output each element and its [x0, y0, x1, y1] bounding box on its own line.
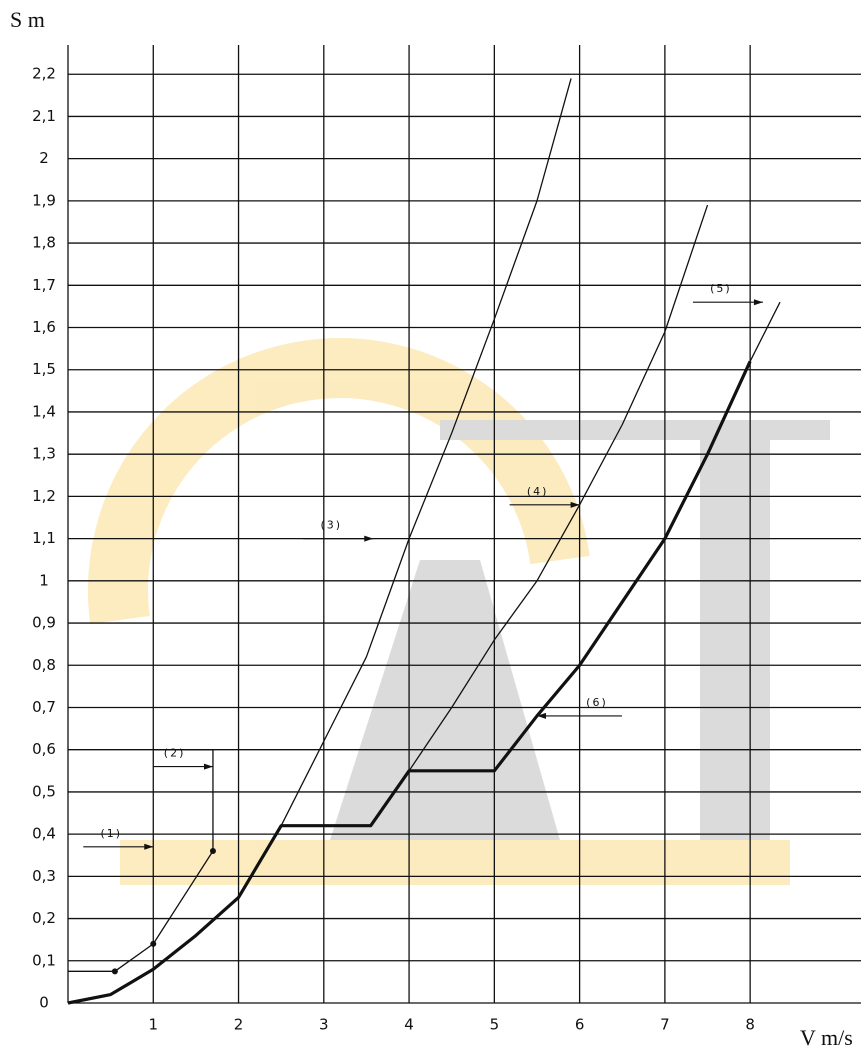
- annotation-label: (2): [164, 747, 186, 760]
- watermark-band: [120, 840, 790, 885]
- y-tick-label: 0: [39, 994, 49, 1012]
- line-series: [153, 749, 214, 852]
- y-tick-label: 1,2: [32, 487, 56, 505]
- y-tick-label: 0,8: [32, 656, 56, 674]
- line-series: [408, 204, 709, 772]
- line-series: [67, 360, 752, 1005]
- x-tick-label: 7: [660, 1016, 670, 1034]
- x-axis-label: V m/s: [800, 1025, 853, 1050]
- y-tick-label: 1: [39, 571, 49, 589]
- y-tick-label: 1,4: [32, 402, 56, 420]
- y-tick-label: 0,3: [32, 867, 56, 885]
- annotation-arrowhead: [536, 712, 546, 719]
- y-tick-label: 0,5: [32, 782, 56, 800]
- line-series: [749, 301, 781, 362]
- annotation-arrowhead: [364, 535, 374, 542]
- annotation-arrowhead: [753, 299, 763, 306]
- y-tick-label: 0,9: [32, 614, 56, 632]
- watermark: [88, 337, 830, 885]
- x-tick-label: 6: [575, 1016, 585, 1034]
- annotation-label: (5): [710, 282, 732, 295]
- watermark-crane: [330, 420, 830, 840]
- y-tick-label: 0,7: [32, 698, 56, 716]
- x-tick-label: 4: [404, 1016, 414, 1034]
- y-tick-label: 2: [39, 149, 49, 167]
- y-tick-label: 0,6: [32, 740, 56, 758]
- annotation-label: (1): [100, 827, 122, 840]
- y-tick-label: 1,1: [32, 529, 56, 547]
- y-tick-label: 0,2: [32, 909, 56, 927]
- point: [111, 968, 118, 975]
- y-axis-label: S m: [10, 7, 45, 32]
- line-series: [280, 78, 572, 826]
- line-series: [68, 850, 214, 972]
- x-tick-label: 2: [234, 1016, 244, 1034]
- annotation-label: (6): [586, 696, 608, 709]
- y-tick-label: 0,4: [32, 825, 56, 843]
- x-tick-label: 8: [745, 1016, 755, 1034]
- y-tick-label: 1,6: [32, 318, 56, 336]
- y-tick-label: 2,1: [32, 107, 56, 125]
- y-tick-label: 1,7: [32, 276, 56, 294]
- annotation-label: (3): [320, 519, 342, 532]
- annotation-label: (4): [527, 485, 549, 498]
- y-tick-label: 2,2: [32, 65, 56, 83]
- y-tick-label: 1,8: [32, 234, 56, 252]
- y-tick-label: 1,3: [32, 445, 56, 463]
- y-tick-label: 0,1: [32, 951, 56, 969]
- annotation-arrowhead: [570, 501, 580, 508]
- x-tick-label: 3: [319, 1016, 329, 1034]
- x-tick-label: 1: [148, 1016, 158, 1034]
- y-tick-label: 1,9: [32, 191, 56, 209]
- annotation-arrowhead: [144, 843, 154, 850]
- annotation-arrowhead: [203, 763, 213, 770]
- x-tick-label: 5: [490, 1016, 500, 1034]
- point: [150, 940, 157, 947]
- y-tick-label: 1,5: [32, 360, 56, 378]
